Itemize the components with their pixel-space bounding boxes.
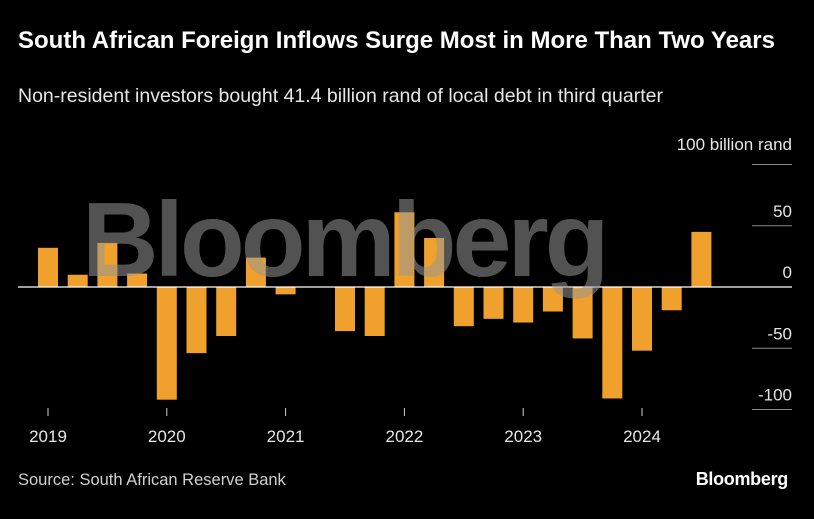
bar <box>424 238 445 287</box>
bar <box>453 287 474 327</box>
x-tick-label: 2022 <box>385 427 423 446</box>
y-tick-label: 50 <box>773 202 792 221</box>
y-tick-label: 0 <box>783 263 792 282</box>
y-tick-label: -100 <box>758 386 792 405</box>
x-tick-label: 2019 <box>29 427 67 446</box>
x-tick-label: 2023 <box>504 427 542 446</box>
bar <box>216 287 237 336</box>
bar <box>97 242 118 287</box>
x-tick-label: 2020 <box>148 427 186 446</box>
y-tick-label: -50 <box>767 324 792 343</box>
bar <box>38 247 58 287</box>
bar <box>542 287 563 312</box>
chart-title: South African Foreign Inflows Surge Most… <box>18 27 775 54</box>
bar <box>394 212 415 287</box>
bar <box>67 274 88 287</box>
bar <box>691 231 712 287</box>
bar <box>661 287 682 311</box>
bar <box>156 287 177 400</box>
bar <box>335 287 355 332</box>
bar <box>275 287 296 295</box>
bar <box>186 287 207 354</box>
x-tick-label: 2021 <box>267 427 305 446</box>
bar <box>513 287 534 323</box>
bar <box>483 287 504 319</box>
bloomberg-logo: Bloomberg <box>695 469 789 489</box>
y-axis-unit-label: 100 billion rand <box>676 135 792 154</box>
source-note: Source: South African Reserve Bank <box>18 471 286 489</box>
x-tick-label: 2024 <box>623 427 661 446</box>
bar <box>127 273 148 287</box>
bar <box>572 287 593 339</box>
bar <box>245 257 266 287</box>
chart-subtitle: Non-resident investors bought 41.4 billi… <box>18 85 663 107</box>
bar <box>364 287 385 336</box>
bar <box>632 287 652 351</box>
bar <box>602 287 623 399</box>
